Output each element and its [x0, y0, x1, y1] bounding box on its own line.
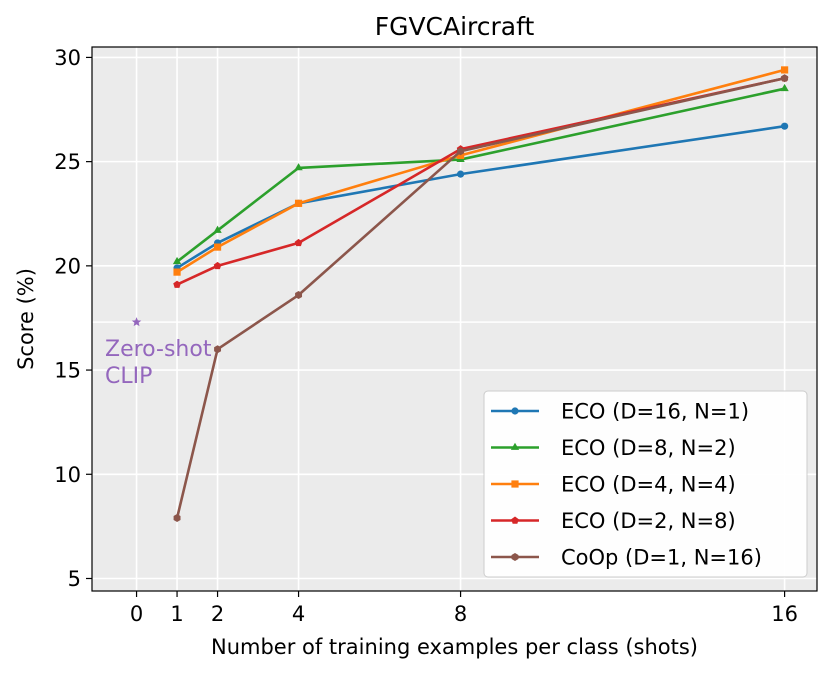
data-point	[781, 66, 788, 73]
legend-marker	[511, 407, 518, 414]
x-tick-label: 16	[771, 602, 798, 626]
y-tick-label: 25	[54, 150, 81, 174]
y-axis-label: Score (%)	[14, 268, 38, 370]
legend-label: CoOp (D=1, N=16)	[561, 546, 762, 570]
x-tick-label: 0	[130, 602, 143, 626]
y-tick-label: 30	[54, 46, 81, 70]
zero-shot-label-line1: Zero-shot	[105, 337, 212, 362]
legend-label: ECO (D=4, N=4)	[561, 473, 736, 497]
legend-marker	[511, 480, 518, 487]
data-point	[781, 123, 788, 130]
legend-label: ECO (D=16, N=1)	[561, 400, 749, 424]
data-point	[173, 269, 180, 276]
x-tick-label: 8	[454, 602, 467, 626]
legend-label: ECO (D=2, N=8)	[561, 509, 736, 533]
x-tick-label: 2	[211, 602, 224, 626]
y-tick-label: 20	[54, 254, 81, 278]
y-tick-label: 15	[54, 359, 81, 383]
y-tick-label: 10	[54, 463, 81, 487]
data-point	[214, 243, 221, 250]
y-tick-label: 5	[68, 567, 81, 591]
legend: ECO (D=16, N=1) ECO (D=8, N=2) ECO (D=4, N…	[484, 391, 807, 577]
x-tick-label: 4	[292, 602, 305, 626]
x-tick-label: 1	[170, 602, 183, 626]
legend-label: ECO (D=8, N=2)	[561, 436, 736, 460]
zero-shot-label-line2: CLIP	[105, 364, 152, 389]
data-point	[457, 171, 464, 178]
x-axis-label: Number of training examples per class (s…	[211, 635, 698, 659]
chart: Zero-shotCLIP 0 1 2 4 8 16 5 10 15 20 25 30 FGVCAir…	[0, 0, 831, 673]
data-point	[295, 200, 302, 207]
chart-title: FGVCAircraft	[375, 12, 535, 41]
